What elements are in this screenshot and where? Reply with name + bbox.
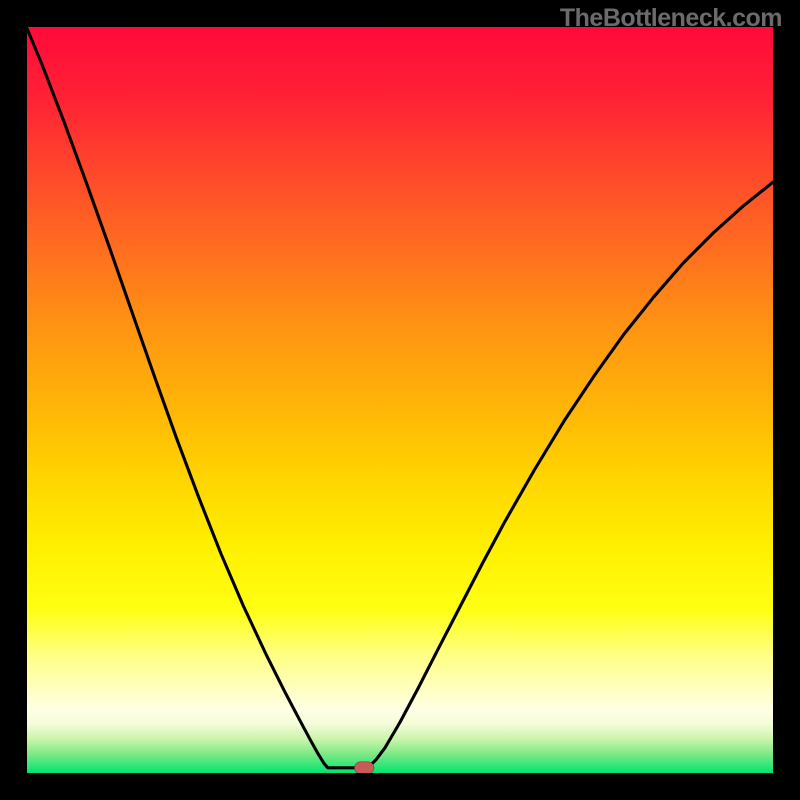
optimal-point-marker xyxy=(354,762,373,773)
chart-svg xyxy=(27,27,773,773)
chart-background xyxy=(27,27,773,773)
plot-area xyxy=(27,27,773,773)
chart-frame: TheBottleneck.com xyxy=(0,0,800,800)
